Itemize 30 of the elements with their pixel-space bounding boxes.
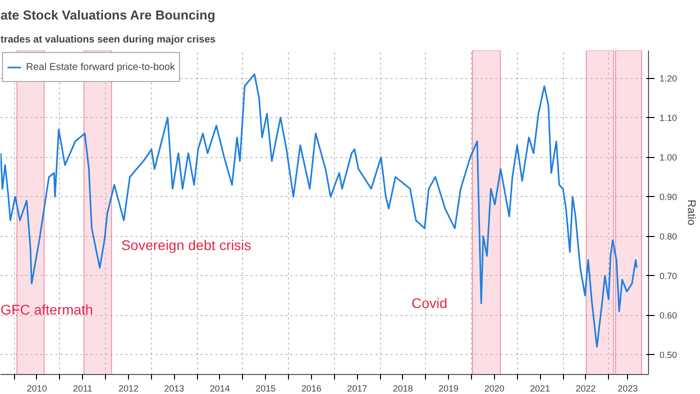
chart-title: ate Stock Valuations Are Bouncing [0,8,216,22]
y-tick-label: 0.90 [660,192,678,202]
x-tick-label: 2015 [256,384,276,394]
y-tick-label: 0.80 [660,232,678,242]
x-tick-label: 2017 [347,384,368,394]
y-axis-title: Ratio [685,200,698,226]
x-tick-label: 2010 [26,384,47,394]
y-tick-label: 0.70 [660,271,678,282]
x-tick-label: 2014 [210,384,230,394]
annotation: Covid [412,295,448,312]
x-tick-label: 2011 [72,384,92,394]
x-tick-label: 2012 [118,384,138,394]
y-tick-label: 0.50 [660,350,678,360]
chart-subtitle: trades at valuations seen during major crises [0,34,216,46]
x-tick-label: 2019 [438,384,459,394]
line-series [0,73,638,348]
x-tick-label: 2022 [576,384,596,394]
legend-label: Real Estate forward price-to-book [26,62,175,72]
x-tick-label: 2020 [484,384,504,394]
x-tick-label: 2018 [392,384,413,394]
y-tick-label: 1.20 [660,74,678,84]
y-tick-label: 0.60 [660,310,678,321]
x-tick-label: 2016 [301,384,322,394]
y-tick-label: 1.10 [660,113,678,124]
annotation: GFC aftermath [0,302,94,318]
y-tick-label: 1.00 [660,152,678,163]
x-tick-label: 2023 [618,384,638,394]
annotation: Sovereign debt crisis [121,236,252,253]
x-tick-label: 2013 [164,384,184,394]
x-tick-label: 2021 [530,384,550,394]
